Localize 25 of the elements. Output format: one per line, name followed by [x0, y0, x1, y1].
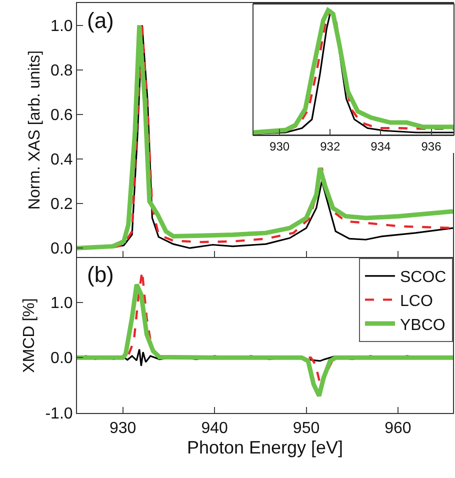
y-tick-label: 0.0 — [50, 350, 73, 368]
x-tick-label: 940 — [201, 420, 228, 438]
x-tick-label: 960 — [384, 420, 412, 438]
y-tick-label: 0.8 — [50, 62, 73, 80]
y-axis-title: Norm. XAS [arb. units] — [26, 50, 44, 210]
x-axis-title: Photon Energy [eV] — [186, 437, 344, 458]
x-tick-label: 936 — [421, 139, 442, 154]
x-tick-label: 930 — [270, 139, 290, 154]
legend-label: LCO — [400, 292, 433, 310]
legend-label: SCOC — [400, 269, 446, 286]
x-tick-label: 950 — [292, 420, 320, 438]
x-tick-label: 934 — [370, 139, 392, 154]
y-tick-label: 0.0 — [50, 240, 73, 258]
annotation: (a) — [87, 8, 114, 33]
y-tick-label: 0.2 — [50, 196, 73, 214]
y-tick-label: 0.6 — [50, 107, 73, 124]
y-tick-label: -1.0 — [45, 406, 73, 423]
annotation: (b) — [87, 262, 114, 287]
y-tick-label: 1.0 — [50, 294, 73, 312]
y-tick-label: 0.4 — [50, 152, 73, 169]
legend-label: YBCO — [400, 316, 446, 334]
x-tick-label: 932 — [320, 139, 340, 154]
y-tick-label: 1.0 — [50, 18, 73, 35]
y-axis-title: XMCD [%] — [21, 298, 38, 373]
x-tick-label: 930 — [110, 420, 136, 438]
